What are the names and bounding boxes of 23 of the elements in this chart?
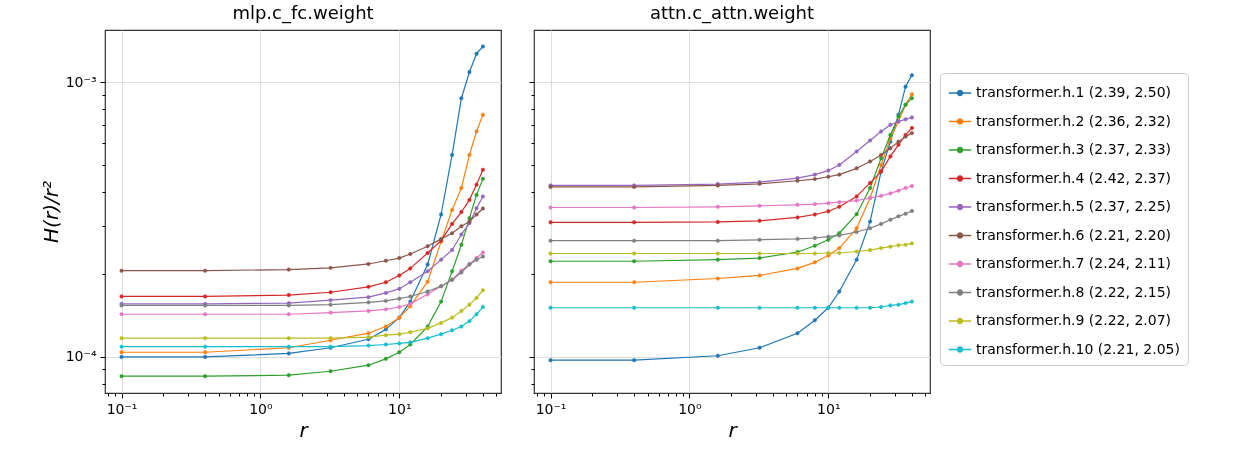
chart-title: attn.c_attn.weight [649, 2, 815, 24]
legend-label: transformer.h.8 (2.22, 2.15) [976, 283, 1172, 300]
x-tick-label: 10⁰ [249, 400, 274, 417]
y-axis-title: H(r)/r² [38, 181, 63, 243]
legend-label: transformer.h.6 (2.21, 2.20) [976, 226, 1172, 243]
x-tick-label: 10¹ [388, 400, 412, 417]
legend-label: transformer.h.1 (2.39, 2.50) [976, 84, 1172, 100]
y-tick-label: 10⁻⁴ [65, 348, 97, 365]
y-tick-label: 10⁻³ [65, 73, 97, 90]
legend-label: transformer.h.2 (2.36, 2.32) [976, 112, 1172, 129]
x-tick-label: 10⁻¹ [535, 400, 567, 417]
chart-title: mlp.c_fc.weight [232, 2, 374, 24]
legend-label: transformer.h.3 (2.37, 2.33) [976, 141, 1172, 157]
x-axis-title: r [728, 417, 739, 442]
legend-label: transformer.h.10 (2.21, 2.05) [976, 340, 1180, 357]
x-tick-label: 10⁻¹ [106, 400, 138, 417]
legend-label: transformer.h.7 (2.24, 2.11) [976, 255, 1172, 271]
x-tick-label: 10⁰ [678, 400, 703, 417]
legend-label: transformer.h.4 (2.42, 2.37) [976, 169, 1172, 186]
x-tick-label: 10¹ [817, 400, 841, 417]
legend-label: transformer.h.5 (2.37, 2.25) [976, 198, 1172, 214]
legend-label: transformer.h.9 (2.22, 2.07) [976, 312, 1172, 328]
x-axis-title: r [299, 417, 310, 442]
